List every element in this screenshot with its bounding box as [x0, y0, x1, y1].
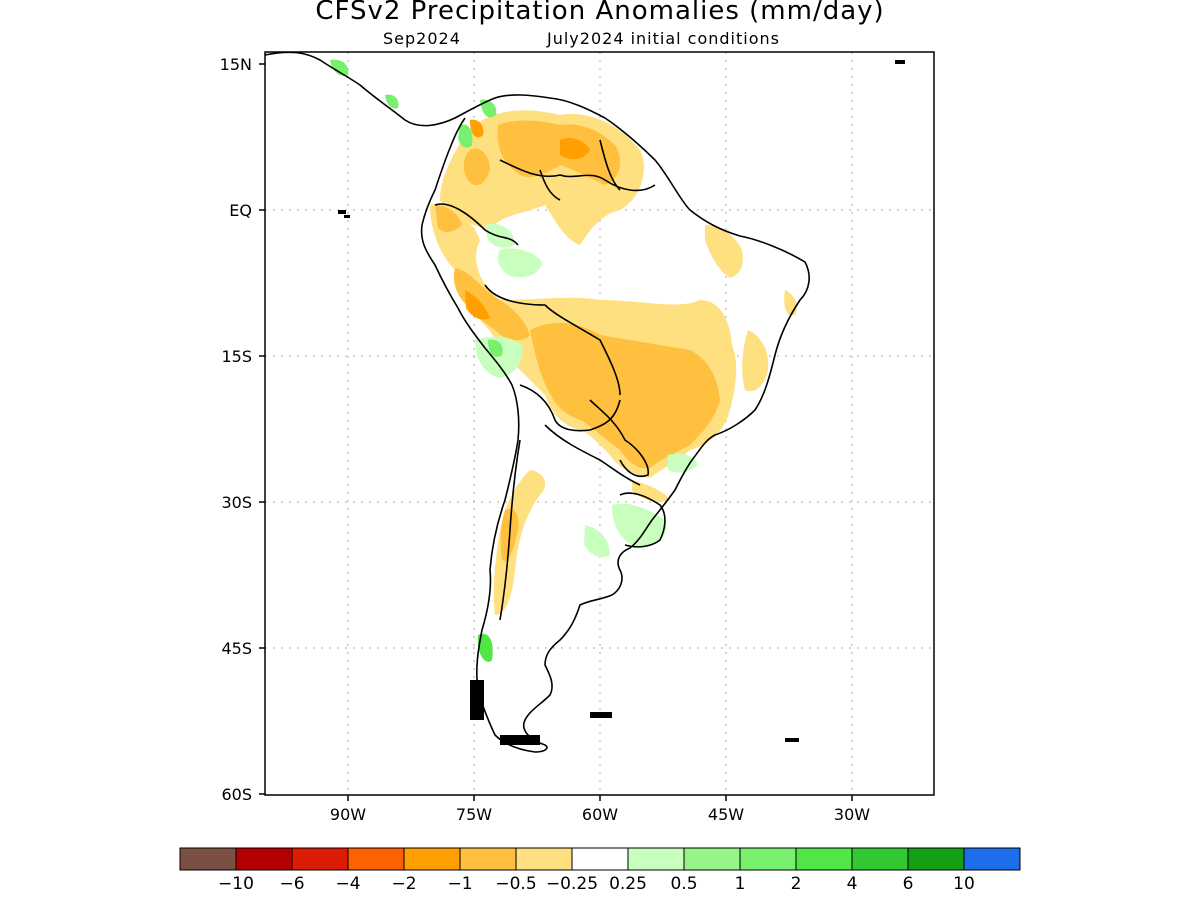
anomaly-shading [430, 110, 797, 615]
colorbar-label: −0.25 [546, 874, 598, 894]
colorbar-label: −1 [447, 874, 472, 894]
forecast-month: Sep2024 [383, 29, 461, 48]
colorbar-swatch [235, 847, 293, 871]
colorbar-swatch [571, 847, 629, 871]
colorbar-swatch [795, 847, 853, 871]
colorbar-swatch [515, 847, 573, 871]
colorbar-swatch [963, 847, 1021, 871]
lat-tick-labels: 15N EQ 15S 30S 45S 60S [220, 55, 252, 804]
colorbar-label: 10 [953, 874, 975, 894]
lon-ticks [347, 795, 853, 801]
initial-conditions: July2024 initial conditions [547, 29, 780, 48]
lon-tick-label: 45W [708, 805, 744, 824]
colorbar-swatch [683, 847, 741, 871]
lat-tick-label: EQ [229, 201, 252, 220]
island-specks [338, 60, 905, 745]
lat-tick-label: 30S [221, 493, 252, 512]
colorbar-swatch [291, 847, 349, 871]
colorbar-swatch [739, 847, 797, 871]
lat-tick-label: 15N [220, 55, 252, 74]
lon-tick-label: 90W [330, 805, 366, 824]
colorbar-label: −10 [218, 874, 254, 894]
lon-tick-labels: 90W 75W 60W 45W 30W [330, 805, 870, 824]
colorbar-label: 1 [735, 874, 746, 894]
lon-tick-label: 75W [456, 805, 492, 824]
colorbar-label: 0.25 [609, 874, 647, 894]
colorbar-swatch [627, 847, 685, 871]
colorbar-label: −2 [391, 874, 416, 894]
colorbar-swatch [347, 847, 405, 871]
colorbar-swatch [907, 847, 965, 871]
colorbar-label: 2 [791, 874, 802, 894]
colorbar-swatch [179, 847, 237, 871]
lat-tick-label: 15S [221, 347, 252, 366]
coastlines [264, 51, 810, 753]
colorbar: −10 −6 −4 −2 −1 −0.5 −0.25 0.25 0.5 1 2 4 6 10 [179, 847, 1021, 894]
colorbar-swatch [459, 847, 517, 871]
colorbar-label: −4 [335, 874, 360, 894]
colorbar-label: 4 [847, 874, 858, 894]
colorbar-label: −6 [279, 874, 304, 894]
lat-tick-label: 60S [221, 785, 252, 804]
positive-shading [330, 59, 698, 662]
colorbar-label: 0.5 [670, 874, 697, 894]
colorbar-swatch [851, 847, 909, 871]
lon-tick-label: 30W [834, 805, 870, 824]
lon-tick-label: 60W [582, 805, 618, 824]
colorbar-label: −0.5 [495, 874, 536, 894]
colorbar-label: 6 [903, 874, 914, 894]
lat-ticks [259, 63, 265, 795]
map-title: CFSv2 Precipitation Anomalies (mm/day) [315, 0, 885, 26]
colorbar-swatch [403, 847, 461, 871]
lat-tick-label: 45S [221, 639, 252, 658]
